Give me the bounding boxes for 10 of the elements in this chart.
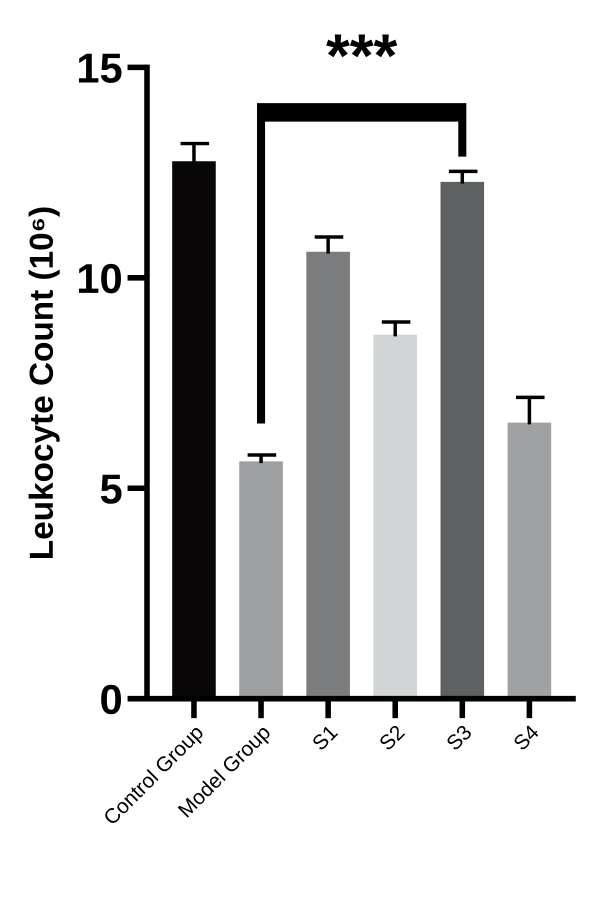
x-tick-label: S3: [445, 724, 472, 752]
y-tick-label: 15: [78, 54, 122, 83]
x-tick-label: S2: [378, 724, 406, 752]
x-tick-label: S1: [311, 724, 338, 752]
y-tick-label: 0: [101, 684, 121, 714]
y-axis-title: Leukocyte Count (10⁶): [28, 208, 60, 558]
y-tick-label: 10: [78, 264, 121, 294]
text: ***: [326, 34, 398, 58]
y-tick-label: 5: [100, 474, 122, 504]
x-tick-label: S4: [512, 724, 540, 752]
